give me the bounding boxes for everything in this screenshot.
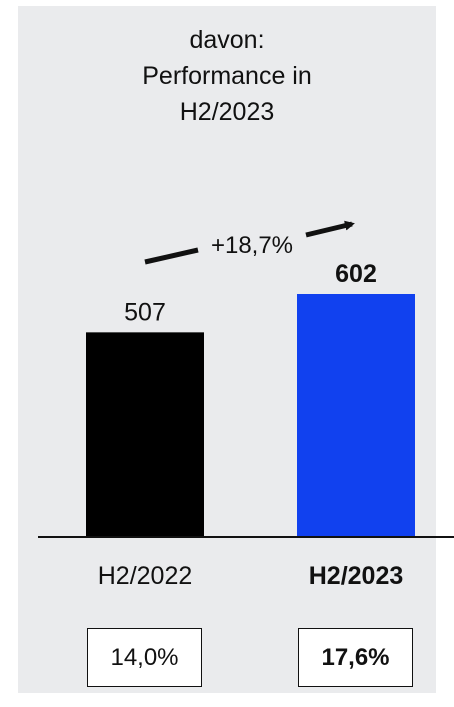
- value-label-h2-2022: 507: [124, 298, 166, 326]
- title-line-1: davon:: [189, 26, 265, 54]
- ratio-value-h2-2023: 17,6%: [321, 643, 390, 671]
- bar-h2-2022: [86, 332, 204, 537]
- title-line-2: Performance in: [142, 62, 312, 90]
- ratio-box-h2-2022: 14,0%: [87, 628, 202, 687]
- value-label-h2-2023: 602: [335, 260, 377, 288]
- change-label: +18,7%: [211, 232, 293, 259]
- change-arrow-right-segment: [305, 220, 355, 238]
- bars-group: 507 602: [86, 260, 415, 537]
- title-line-3: H2/2023: [179, 98, 275, 126]
- category-label-h2-2022: H2/2022: [97, 562, 193, 590]
- bar-h2-2023: [297, 294, 415, 537]
- category-label-h2-2023: H2/2023: [308, 562, 404, 590]
- chart-title: davon: Performance in H2/2023: [18, 22, 436, 130]
- ratio-box-h2-2023: 17,6%: [298, 628, 413, 687]
- change-arrow-left-segment: [144, 247, 199, 265]
- ratio-value-h2-2022: 14,0%: [110, 643, 179, 671]
